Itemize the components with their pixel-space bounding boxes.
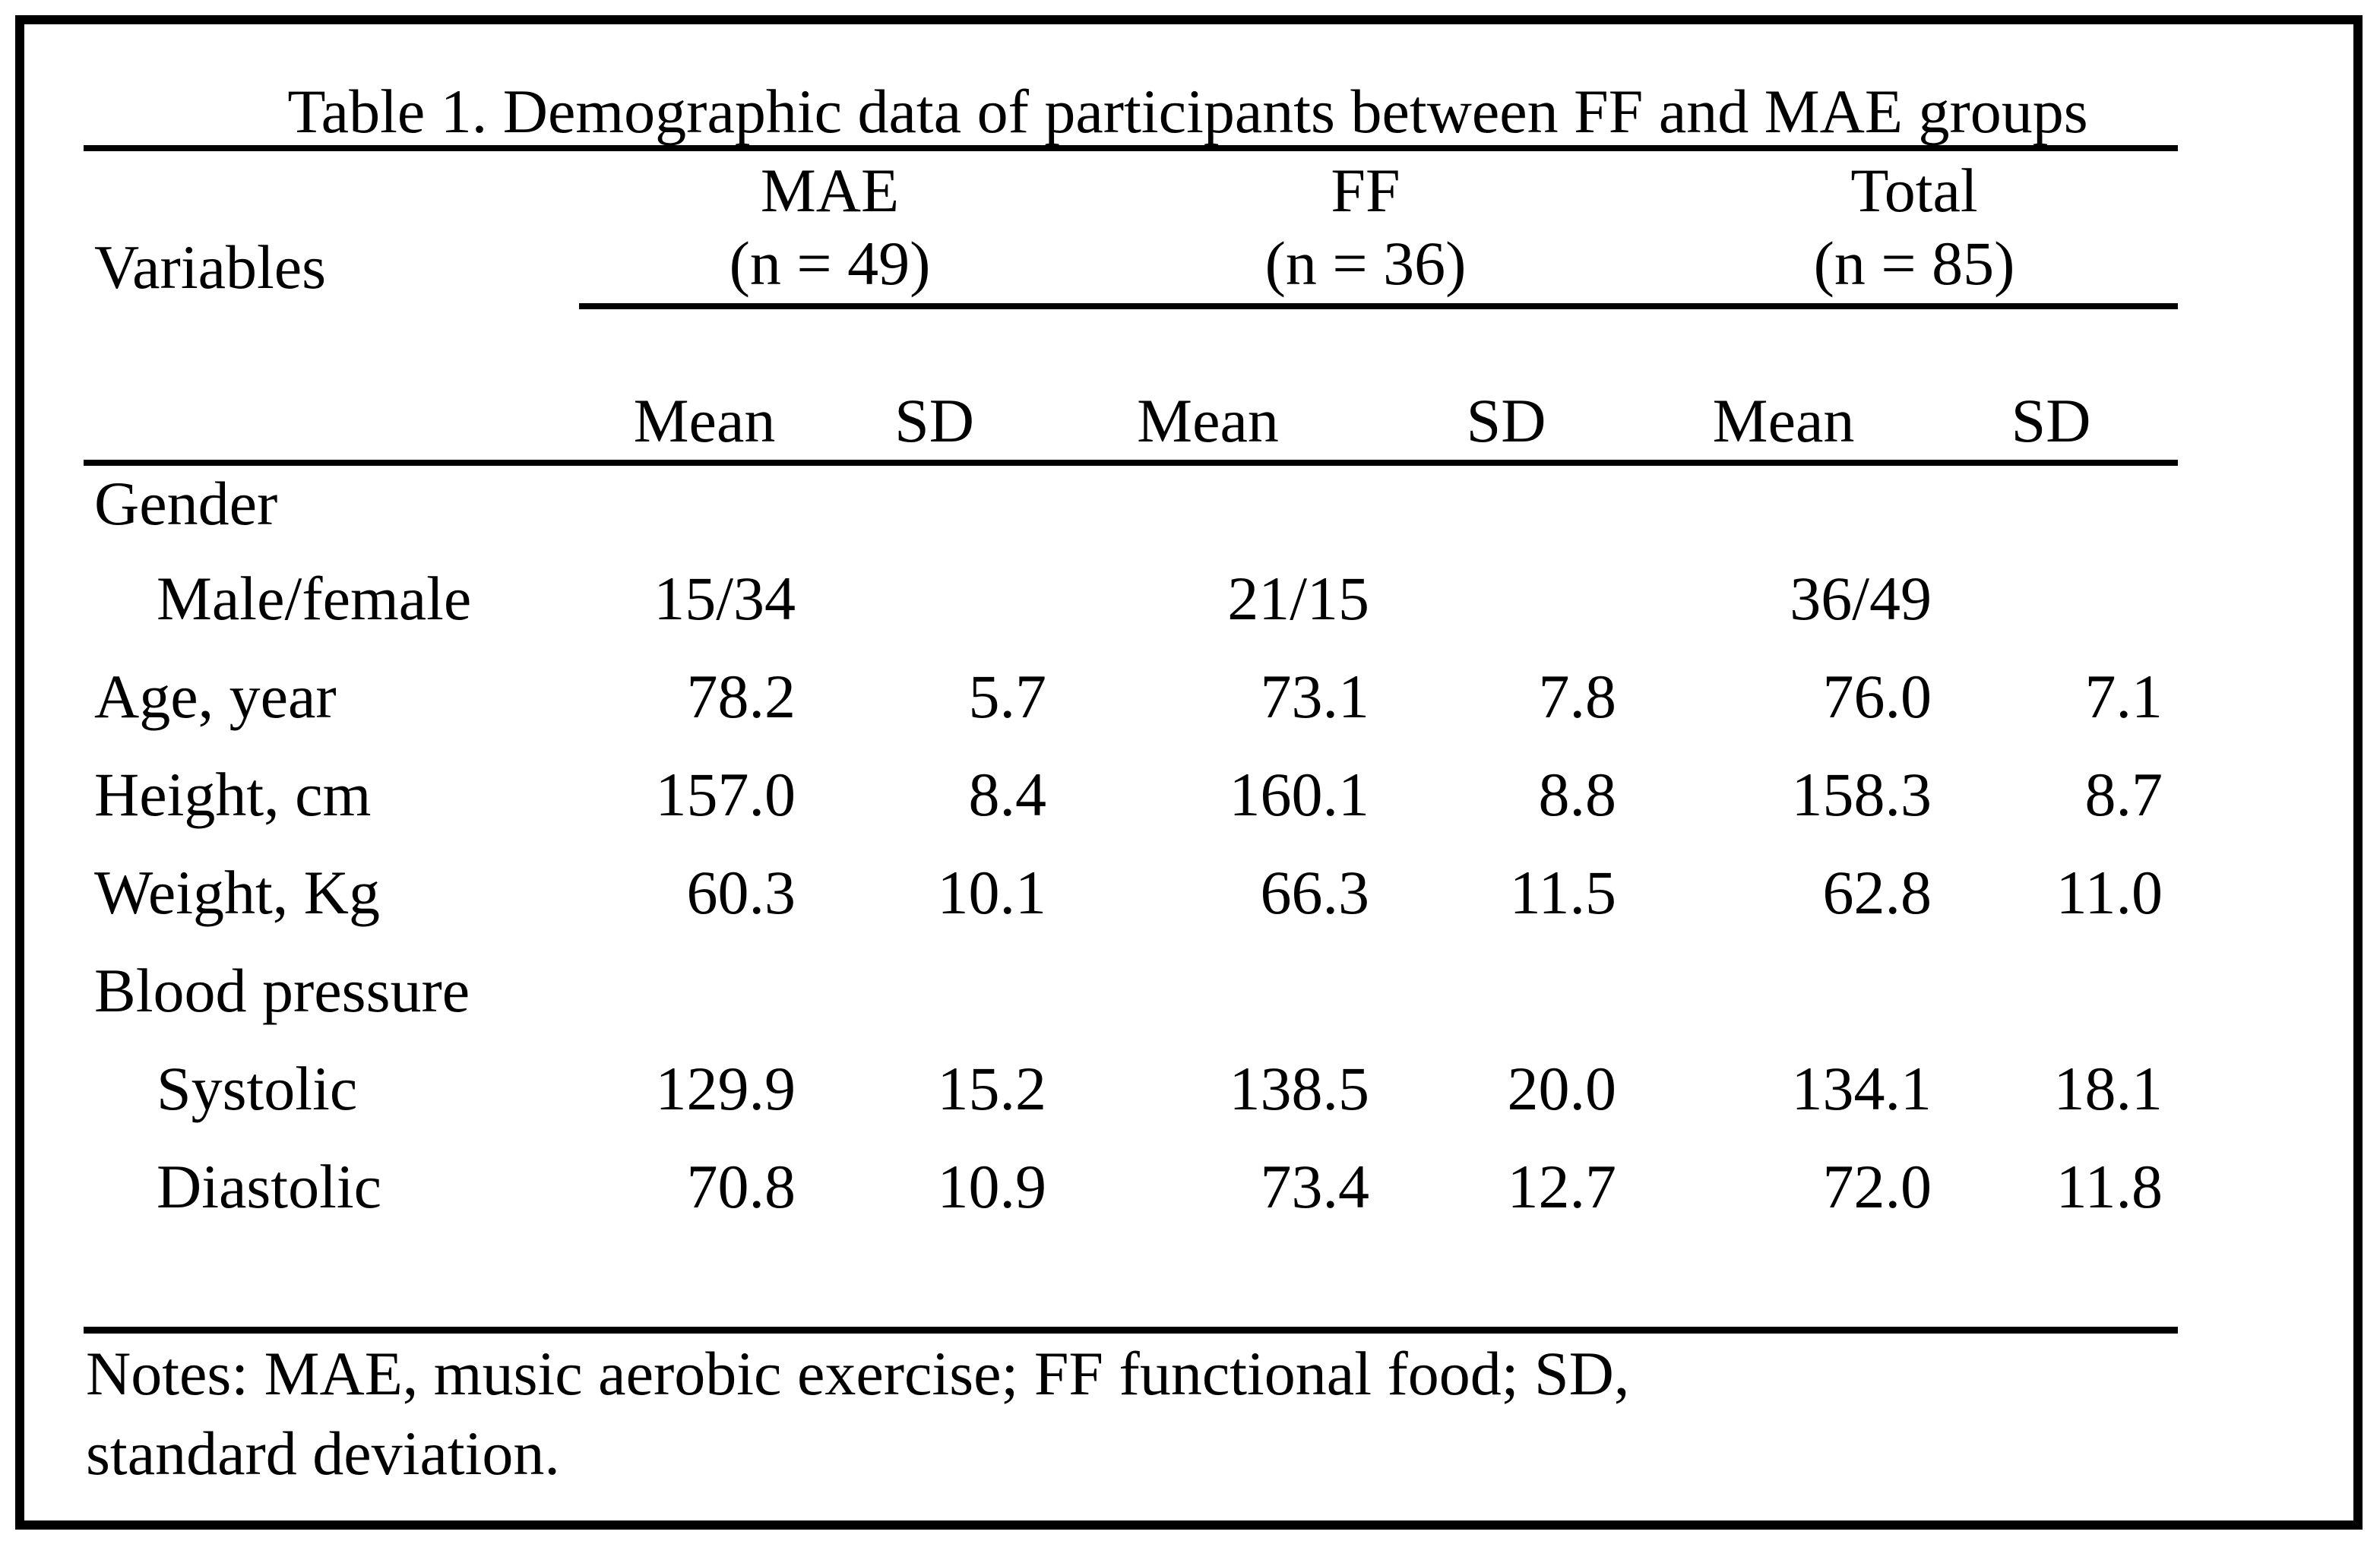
value-cell xyxy=(579,463,830,561)
stat-header-mean-mae: Mean xyxy=(579,306,830,466)
table-row-male-female: Male/female 15/34 21/15 36/49 xyxy=(84,561,2178,659)
stat-header-mean-ff: Mean xyxy=(1081,306,1404,466)
notes-line-1: Notes: MAE, music aerobic exercise; FF f… xyxy=(86,1339,1630,1408)
value-cell xyxy=(830,953,1081,1051)
notes-line-2: standard deviation. xyxy=(86,1419,560,1488)
demographics-table: Variables MAE (n = 49) FF (n = 36) Total… xyxy=(84,154,2179,1247)
value-cell: 76.0 xyxy=(1822,662,1932,731)
group-n-mae: (n = 49) xyxy=(729,229,931,298)
group-header-mae: MAE (n = 49) xyxy=(579,154,1081,309)
value-cell: 11.5 xyxy=(1509,858,1617,927)
value-cell xyxy=(1966,463,2178,561)
value-cell xyxy=(1966,953,2178,1051)
row-label: Blood pressure xyxy=(94,956,470,1025)
value-cell: 11.0 xyxy=(2056,858,2163,927)
value-cell: 134.1 xyxy=(1791,1054,1932,1123)
group-name-ff: FF xyxy=(1331,156,1400,225)
stat-header-sd-ff: SD xyxy=(1404,306,1651,466)
value-cell: 8.4 xyxy=(968,760,1047,829)
value-cell: 160.1 xyxy=(1229,760,1370,829)
table-row-blood-pressure: Blood pressure xyxy=(84,953,2178,1051)
value-cell xyxy=(1404,463,1650,561)
value-cell xyxy=(830,463,1081,561)
table-row-weight: Weight, Kg 60.3 10.1 66.3 11.5 62.8 11.0 xyxy=(84,855,2178,953)
value-cell: 12.7 xyxy=(1507,1152,1617,1221)
value-cell: 73.1 xyxy=(1260,662,1370,731)
row-label: Male/female xyxy=(157,564,472,633)
value-cell: 8.8 xyxy=(1538,760,1617,829)
row-label: Height, cm xyxy=(94,760,372,829)
value-cell: 158.3 xyxy=(1791,760,1932,829)
value-cell xyxy=(1650,953,1966,1051)
value-cell: 78.2 xyxy=(686,662,796,731)
value-cell: 8.7 xyxy=(2084,760,2163,829)
stat-header-mean-total: Mean xyxy=(1650,306,1967,466)
table-row-age: Age, year 78.2 5.7 73.1 7.8 76.0 7.1 xyxy=(84,659,2178,757)
stat-header-row: Mean SD Mean SD Mean SD xyxy=(84,306,2179,466)
value-cell: 15/34 xyxy=(654,564,796,633)
group-header-total: Total (n = 85) xyxy=(1650,154,2179,309)
group-header-row: Variables MAE (n = 49) FF (n = 36) Total… xyxy=(84,154,2179,309)
value-cell: 129.9 xyxy=(655,1054,796,1123)
value-cell xyxy=(1081,463,1404,561)
group-name-mae: MAE xyxy=(760,156,900,225)
value-cell: 7.8 xyxy=(1538,662,1617,731)
variables-header: Variables xyxy=(94,233,327,302)
table-title: Table 1. Demographic data of participant… xyxy=(287,77,2088,146)
value-cell: 10.1 xyxy=(937,858,1047,927)
value-cell: 72.0 xyxy=(1822,1152,1932,1221)
value-cell: 5.7 xyxy=(968,662,1047,731)
value-cell: 7.1 xyxy=(2084,662,2163,731)
value-cell: 11.8 xyxy=(2056,1152,2163,1221)
row-label: Age, year xyxy=(94,662,337,731)
value-cell xyxy=(1650,463,1966,561)
group-name-total: Total xyxy=(1850,156,1978,225)
value-cell xyxy=(1966,561,2178,659)
table-row-height: Height, cm 157.0 8.4 160.1 8.8 158.3 8.7 xyxy=(84,757,2178,855)
value-cell xyxy=(1404,953,1650,1051)
stat-header-spacer xyxy=(84,306,579,466)
table-border-frame: Table 1. Demographic data of participant… xyxy=(15,15,2363,1530)
value-cell: 157.0 xyxy=(655,760,796,829)
value-cell: 15.2 xyxy=(937,1054,1047,1123)
value-cell: 62.8 xyxy=(1822,858,1932,927)
table-row-gender: Gender xyxy=(84,463,2178,561)
value-cell: 18.1 xyxy=(2053,1054,2163,1123)
stat-header-sd-mae: SD xyxy=(830,306,1081,466)
value-cell: 60.3 xyxy=(686,858,796,927)
group-n-ff: (n = 36) xyxy=(1264,229,1467,298)
value-cell: 36/49 xyxy=(1790,564,1932,633)
value-cell: 70.8 xyxy=(686,1152,796,1221)
value-cell xyxy=(830,561,1081,659)
stat-header-sd-total: SD xyxy=(1966,306,2179,466)
value-cell: 73.4 xyxy=(1260,1152,1370,1221)
title-underline-rule xyxy=(84,145,2178,151)
value-cell: 20.0 xyxy=(1507,1054,1617,1123)
value-cell: 66.3 xyxy=(1260,858,1370,927)
value-cell: 10.9 xyxy=(937,1152,1047,1221)
row-label: Gender xyxy=(94,469,278,538)
row-label: Weight, Kg xyxy=(94,858,381,927)
table-row-systolic: Systolic 129.9 15.2 138.5 20.0 134.1 18.… xyxy=(84,1051,2178,1149)
value-cell xyxy=(1404,561,1650,659)
group-n-total: (n = 85) xyxy=(1813,229,2015,298)
row-label: Systolic xyxy=(157,1054,358,1123)
value-cell: 21/15 xyxy=(1227,564,1370,633)
group-header-ff: FF (n = 36) xyxy=(1081,154,1651,309)
value-cell xyxy=(579,953,830,1051)
table-notes: Notes: MAE, music aerobic exercise; FF f… xyxy=(84,1327,2178,1493)
table-row-diastolic: Diastolic 70.8 10.9 73.4 12.7 72.0 11.8 xyxy=(84,1149,2178,1247)
value-cell: 138.5 xyxy=(1229,1054,1370,1123)
row-label: Diastolic xyxy=(157,1152,382,1221)
value-cell xyxy=(1081,953,1404,1051)
